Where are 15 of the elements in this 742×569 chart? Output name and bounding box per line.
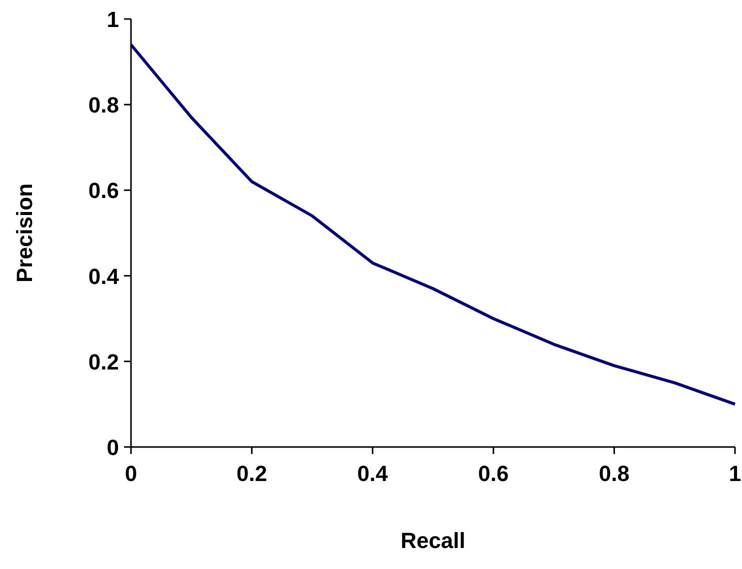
y-tick-label: 1 (106, 7, 119, 32)
x-tick-label: 0.6 (478, 461, 509, 486)
y-axis-title: Precision (12, 183, 37, 283)
x-tick-label: 0 (124, 461, 138, 486)
y-tick-label: 0 (106, 435, 119, 460)
x-tick-label: 0.4 (357, 461, 389, 486)
x-tick-label: 0.8 (598, 461, 630, 486)
y-tick-label: 0.8 (88, 92, 119, 118)
y-tick-label: 0.4 (88, 264, 120, 289)
y-tick-label: 0.2 (88, 349, 119, 374)
y-tick-label: 0.6 (88, 178, 119, 204)
x-axis-title: Recall (400, 528, 466, 553)
x-tick-label: 1 (728, 461, 742, 486)
line-series (130, 43, 736, 406)
x-tick-label: 0.2 (236, 461, 268, 486)
